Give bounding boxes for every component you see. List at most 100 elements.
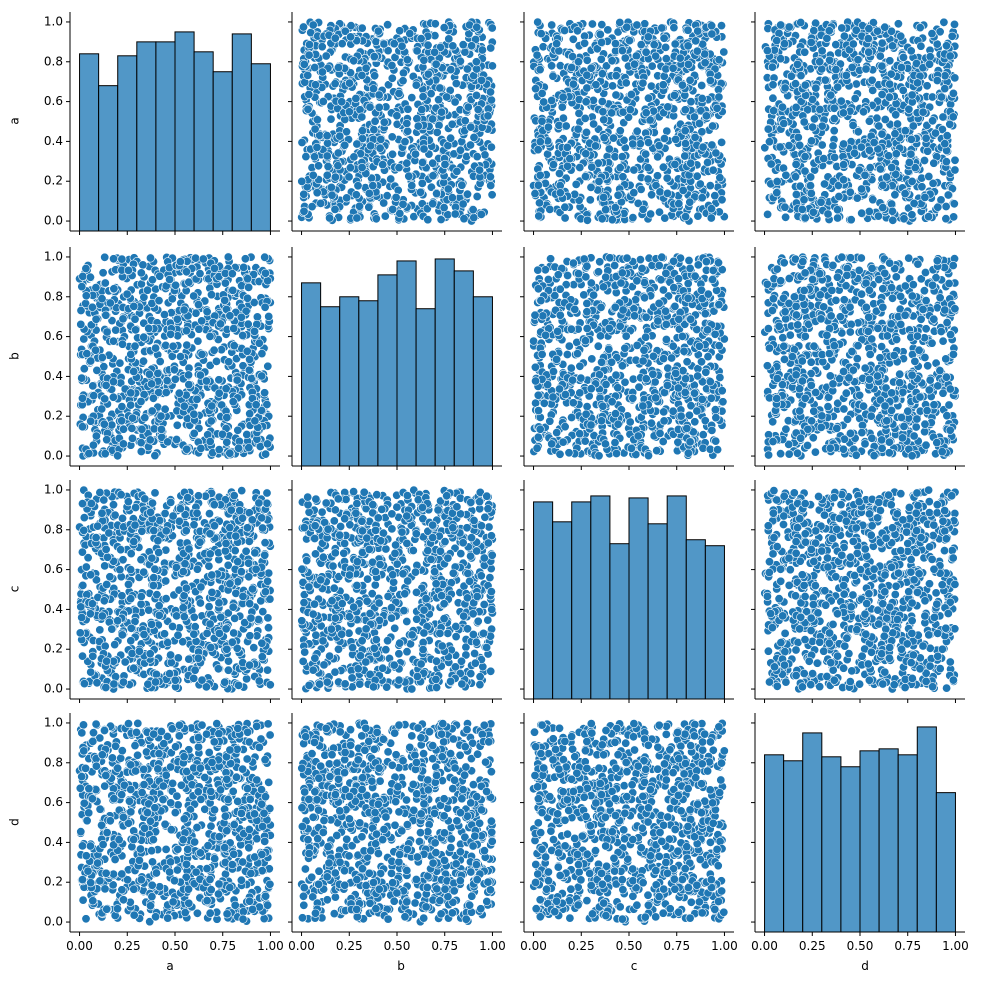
scatter-point — [864, 207, 874, 217]
scatter-point — [330, 204, 340, 214]
scatter-point — [535, 137, 545, 147]
scatter-point — [867, 75, 877, 85]
scatter-point — [693, 371, 703, 381]
histogram-bar — [472, 296, 493, 467]
scatter-point — [882, 172, 892, 182]
scatter-point — [682, 357, 692, 367]
scatter-point — [128, 413, 138, 423]
scatter-point — [432, 127, 442, 137]
scatter-point — [468, 205, 478, 215]
scatter-point — [890, 190, 900, 200]
scatter-point — [143, 285, 153, 295]
scatter-point — [698, 142, 708, 152]
scatter-point — [697, 94, 707, 104]
scatter-point — [718, 397, 728, 407]
scatter-point — [949, 212, 959, 222]
scatter-point — [394, 88, 404, 98]
scatter-point — [463, 102, 473, 112]
scatter-point — [533, 180, 543, 190]
scatter-point — [646, 418, 656, 428]
scatter-point — [829, 114, 839, 124]
scatter-point — [908, 121, 918, 131]
scatter-point — [560, 213, 570, 223]
scatter-point — [342, 193, 352, 203]
scatter-point — [714, 341, 724, 351]
scatter-point — [179, 305, 189, 315]
scatter-point — [225, 448, 235, 458]
scatter-point — [764, 137, 774, 147]
scatter-point — [428, 199, 438, 209]
scatter-point — [547, 20, 557, 30]
scatter-point — [817, 46, 827, 56]
scatter-point — [632, 126, 642, 136]
scatter-point — [197, 316, 207, 326]
scatter-point — [692, 406, 702, 416]
scatter-point — [310, 124, 320, 134]
scatter-point — [426, 89, 436, 99]
scatter-point — [264, 311, 274, 321]
scatter-point — [357, 70, 367, 80]
scatter-point — [641, 374, 651, 384]
scatter-point — [257, 371, 267, 381]
scatter-point — [304, 40, 314, 50]
scatter-point — [172, 434, 182, 444]
scatter-point — [647, 61, 657, 71]
scatter-point — [318, 97, 328, 107]
scatter-point — [232, 375, 242, 385]
scatter-point — [98, 268, 108, 278]
scatter-point — [172, 420, 182, 430]
scatter-point — [97, 352, 107, 362]
scatter-point — [663, 363, 673, 373]
scatter-point — [487, 190, 497, 200]
scatter-point — [779, 119, 789, 129]
scatter-point — [207, 290, 217, 300]
scatter-point — [212, 356, 222, 366]
scatter-point — [398, 76, 408, 86]
scatter-point — [831, 65, 841, 75]
histogram-bar — [212, 71, 233, 232]
scatter-point — [548, 71, 558, 81]
scatter-point — [172, 314, 182, 324]
scatter-point — [192, 394, 202, 404]
scatter-point — [533, 406, 543, 416]
scatter-point — [597, 69, 607, 79]
scatter-point — [357, 112, 367, 122]
scatter-point — [850, 94, 860, 104]
scatter-point — [299, 189, 309, 199]
scatter-point — [407, 93, 417, 103]
scatter-point — [107, 420, 117, 430]
scatter-point — [82, 349, 92, 359]
scatter-point — [140, 413, 150, 423]
scatter-point — [337, 97, 347, 107]
scatter-point — [430, 47, 440, 57]
scatter-point — [532, 50, 542, 60]
scatter-point — [685, 437, 695, 447]
scatter-point — [949, 199, 959, 209]
scatter-point — [608, 81, 618, 91]
y-tick-label: 0.0 — [44, 449, 63, 463]
scatter-point — [452, 166, 462, 176]
scatter-point — [604, 344, 614, 354]
scatter-point — [904, 158, 914, 168]
scatter-point — [552, 428, 562, 438]
scatter-point — [458, 40, 468, 50]
scatter-point — [896, 31, 906, 41]
scatter-point — [465, 140, 475, 150]
scatter-point — [176, 352, 186, 362]
scatter-point — [580, 336, 590, 346]
scatter-point — [206, 416, 216, 426]
scatter-point — [611, 90, 621, 100]
scatter-point — [123, 265, 133, 275]
scatter-point — [530, 362, 540, 372]
scatter-point — [160, 310, 170, 320]
scatter-point — [705, 76, 715, 86]
scatter-point — [439, 23, 449, 33]
scatter-point — [920, 192, 930, 202]
scatter-point — [437, 107, 447, 117]
scatter-point — [547, 61, 557, 71]
scatter-point — [205, 436, 215, 446]
scatter-point — [618, 172, 628, 182]
scatter-point — [669, 283, 679, 293]
scatter-point — [877, 61, 887, 71]
y-tick-label: 0.2 — [44, 409, 63, 423]
